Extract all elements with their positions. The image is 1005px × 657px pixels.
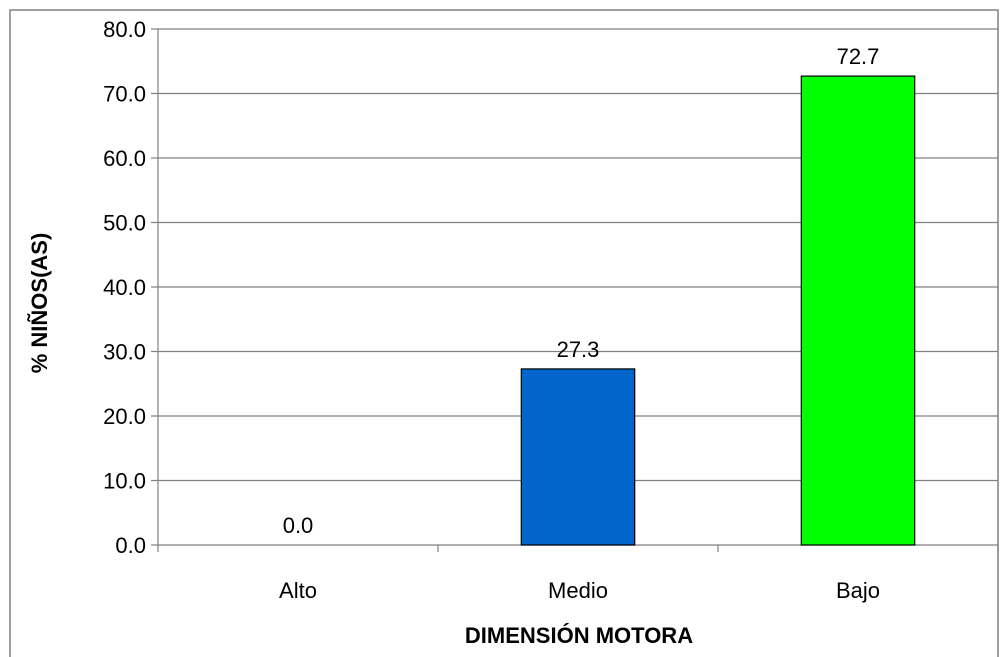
x-tick-label: Bajo — [836, 578, 880, 603]
bar-bajo — [800, 75, 916, 546]
data-labels: 0.0 27.3 72.7 — [283, 44, 880, 538]
data-label: 27.3 — [557, 337, 600, 362]
y-axis-title: % NIÑOS(AS) — [27, 233, 52, 374]
data-label: 0.0 — [283, 513, 314, 538]
x-axis-title: DIMENSIÓN MOTORA — [465, 623, 693, 648]
y-tick-label: 20.0 — [103, 404, 146, 429]
y-tick-label: 80.0 — [103, 17, 146, 42]
y-tick-labels: 0.0 10.0 20.0 30.0 40.0 50.0 60.0 70.0 80.0 — [103, 17, 146, 558]
x-tick-label: Alto — [279, 578, 317, 603]
y-tick-label: 0.0 — [115, 533, 146, 558]
bars — [520, 75, 916, 546]
y-tick-label: 70.0 — [103, 82, 146, 107]
y-tick-label: 10.0 — [103, 469, 146, 494]
y-tick-label: 30.0 — [103, 340, 146, 365]
y-tick-label: 50.0 — [103, 211, 146, 236]
x-tick-label: Medio — [548, 578, 608, 603]
y-tick-label: 60.0 — [103, 146, 146, 171]
bar-medio — [520, 368, 636, 546]
y-tick-label: 40.0 — [103, 275, 146, 300]
x-tick-labels: Alto Medio Bajo — [279, 578, 880, 603]
data-label: 72.7 — [837, 44, 880, 69]
